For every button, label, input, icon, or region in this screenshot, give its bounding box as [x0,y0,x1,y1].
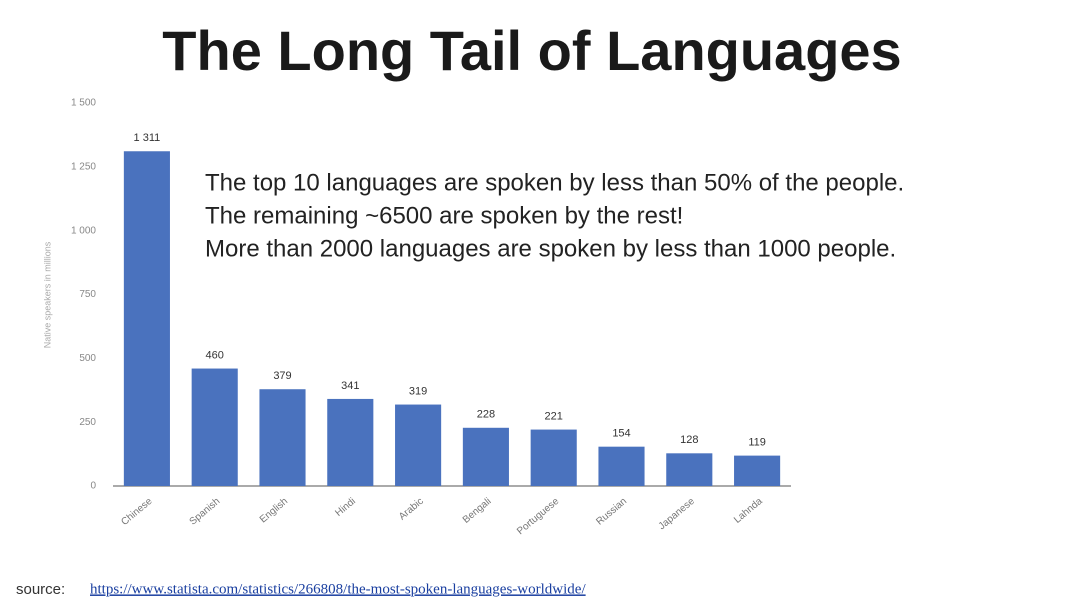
value-label: 1 311 [134,132,161,144]
value-label: 228 [477,409,495,421]
x-tick-label: Lahnda [732,496,765,526]
bar [191,368,238,486]
x-tick-label: English [258,496,290,526]
y-tick-label: 1 250 [71,161,96,172]
y-tick-label: 1 500 [71,98,96,109]
bar [462,427,509,486]
y-tick-label: 750 [79,289,96,300]
value-label: 460 [206,349,224,361]
bar [598,446,645,486]
bar [395,404,442,486]
x-tick-label: Arabic [397,496,426,523]
y-axis-label: Native speakers in millions [42,241,52,348]
annotation: The remaining ~6500 are spoken by the re… [205,202,683,229]
y-tick-label: 250 [79,417,96,428]
x-tick-label: Russian [594,496,629,528]
bar [123,151,170,486]
x-tick-label: Spanish [188,496,223,528]
annotation: More than 2000 languages are spoken by l… [205,235,896,262]
x-tick-label: Hindi [333,496,358,519]
bar [734,455,781,486]
bar [530,429,577,486]
annotation: The top 10 languages are spoken by less … [205,169,904,196]
value-label: 119 [748,437,766,449]
value-label: 154 [612,428,630,440]
bar [259,389,306,486]
bar [666,453,713,486]
x-tick-label: Portuguese [515,496,562,538]
y-tick-label: 1 000 [71,225,96,236]
chart-title: The Long Tail of Languages [162,19,901,82]
value-label: 221 [545,410,563,422]
x-tick-label: Chinese [119,496,155,528]
value-label: 379 [273,370,291,382]
value-label: 341 [341,380,359,392]
x-tick-label: Japanese [657,496,698,533]
source-link[interactable]: https://www.statista.com/statistics/2668… [90,581,586,597]
x-tick-label: Bengali [461,496,494,526]
bar [327,398,374,486]
value-label: 128 [680,434,698,446]
source-label: source: [16,581,65,598]
value-label: 319 [409,385,427,397]
y-tick-label: 500 [79,353,96,364]
y-tick-label: 0 [90,481,96,492]
